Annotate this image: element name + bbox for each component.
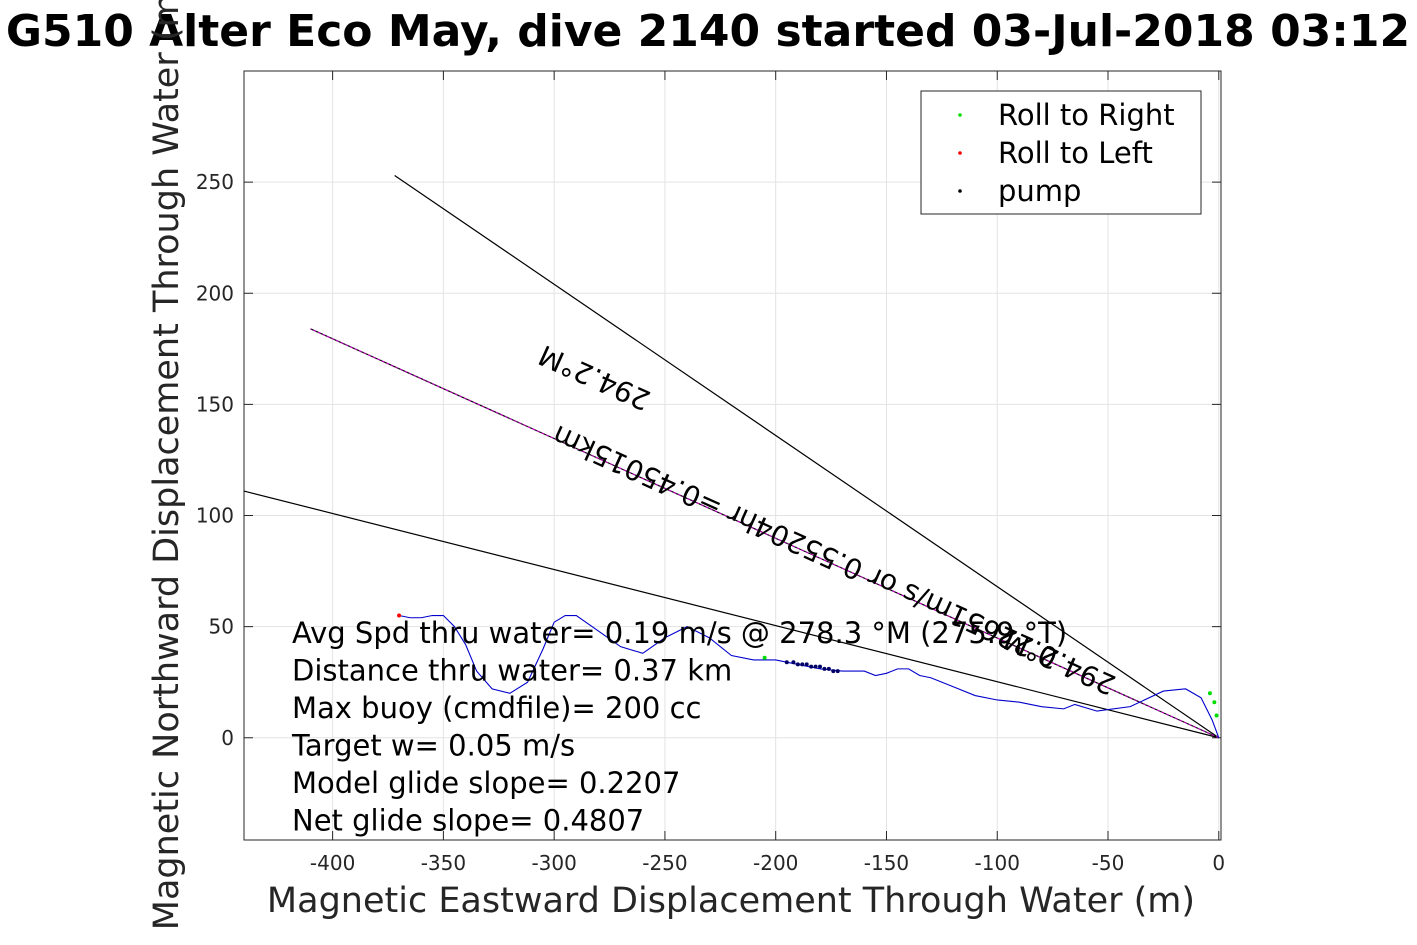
legend-entry: Roll to Right [998, 98, 1175, 132]
avg-line [310, 328, 1219, 739]
stats-line: Avg Spd thru water= 0.19 m/s @ 278.3 °M … [292, 616, 1067, 650]
pump-point [804, 662, 809, 667]
x-tick-label: -100 [975, 851, 1020, 875]
stats-line: Net glide slope= 0.4807 [292, 804, 644, 838]
stats-line: Target w= 0.05 m/s [291, 729, 575, 763]
lower-bound-line [243, 490, 1219, 739]
stats-line: Model glide slope= 0.2207 [292, 766, 680, 800]
legend-marker [958, 151, 962, 155]
pump-point [826, 666, 831, 671]
pump-point [818, 664, 823, 669]
legend-marker [958, 189, 962, 193]
x-tick-label: -50 [1092, 851, 1125, 875]
pump-point [831, 669, 836, 674]
tick-labels: -400 -350 -300 -250 -200 -150 -100 -50 0 0 50 100 15… [196, 170, 1225, 875]
grid [244, 71, 1221, 840]
pump-point [822, 666, 827, 671]
x-tick-label: 0 [1212, 851, 1225, 875]
x-tick-label: -400 [310, 851, 355, 875]
x-axis-label: Magnetic Eastward Displacement Through W… [267, 881, 1195, 921]
x-tick-label: -350 [421, 851, 466, 875]
roll-right-point [1214, 713, 1219, 718]
x-tick-label: -200 [753, 851, 798, 875]
pump-point [791, 660, 796, 665]
y-tick-label: 50 [209, 615, 234, 639]
axes-frame [243, 70, 1222, 841]
pump-point [809, 664, 814, 669]
legend-entry: pump [998, 174, 1081, 208]
roll-left-point [397, 613, 402, 618]
legend: Roll to Right Roll to Left pump [920, 90, 1202, 215]
stats-text-block: Avg Spd thru water= 0.19 m/s @ 278.3 °M … [291, 616, 1067, 838]
y-tick-label: 100 [196, 504, 234, 528]
pump-point [835, 669, 840, 674]
pump-point [813, 664, 818, 669]
x-tick-label: -250 [642, 851, 687, 875]
x-tick-label: -300 [531, 851, 576, 875]
legend-marker [958, 113, 962, 117]
roll-right-point [1207, 691, 1212, 696]
y-tick-label: 200 [196, 281, 234, 305]
upper-bound-line [394, 174, 1220, 739]
stats-line: Max buoy (cmdfile)= 200 cc [292, 691, 701, 725]
y-tick-label: 150 [196, 392, 234, 416]
roll-right-point [1212, 700, 1217, 705]
y-tick-label: 0 [221, 726, 234, 750]
y-axis-label: Magnetic Northward Displacement Through … [147, 0, 187, 930]
pump-point [795, 662, 800, 667]
data-layer [243, 174, 1220, 739]
axes-box [243, 70, 1222, 841]
stats-line: Distance thru water= 0.37 km [292, 654, 732, 688]
pump-point [800, 662, 805, 667]
legend-box [920, 90, 1202, 215]
x-tick-label: -150 [864, 851, 909, 875]
roll-right-point [762, 655, 767, 660]
y-tick-label: 250 [196, 170, 234, 194]
pump-point [784, 660, 789, 665]
chart-title: G510 Alter Eco May, dive 2140 started 03… [6, 6, 1410, 57]
legend-entry: Roll to Left [998, 136, 1153, 170]
